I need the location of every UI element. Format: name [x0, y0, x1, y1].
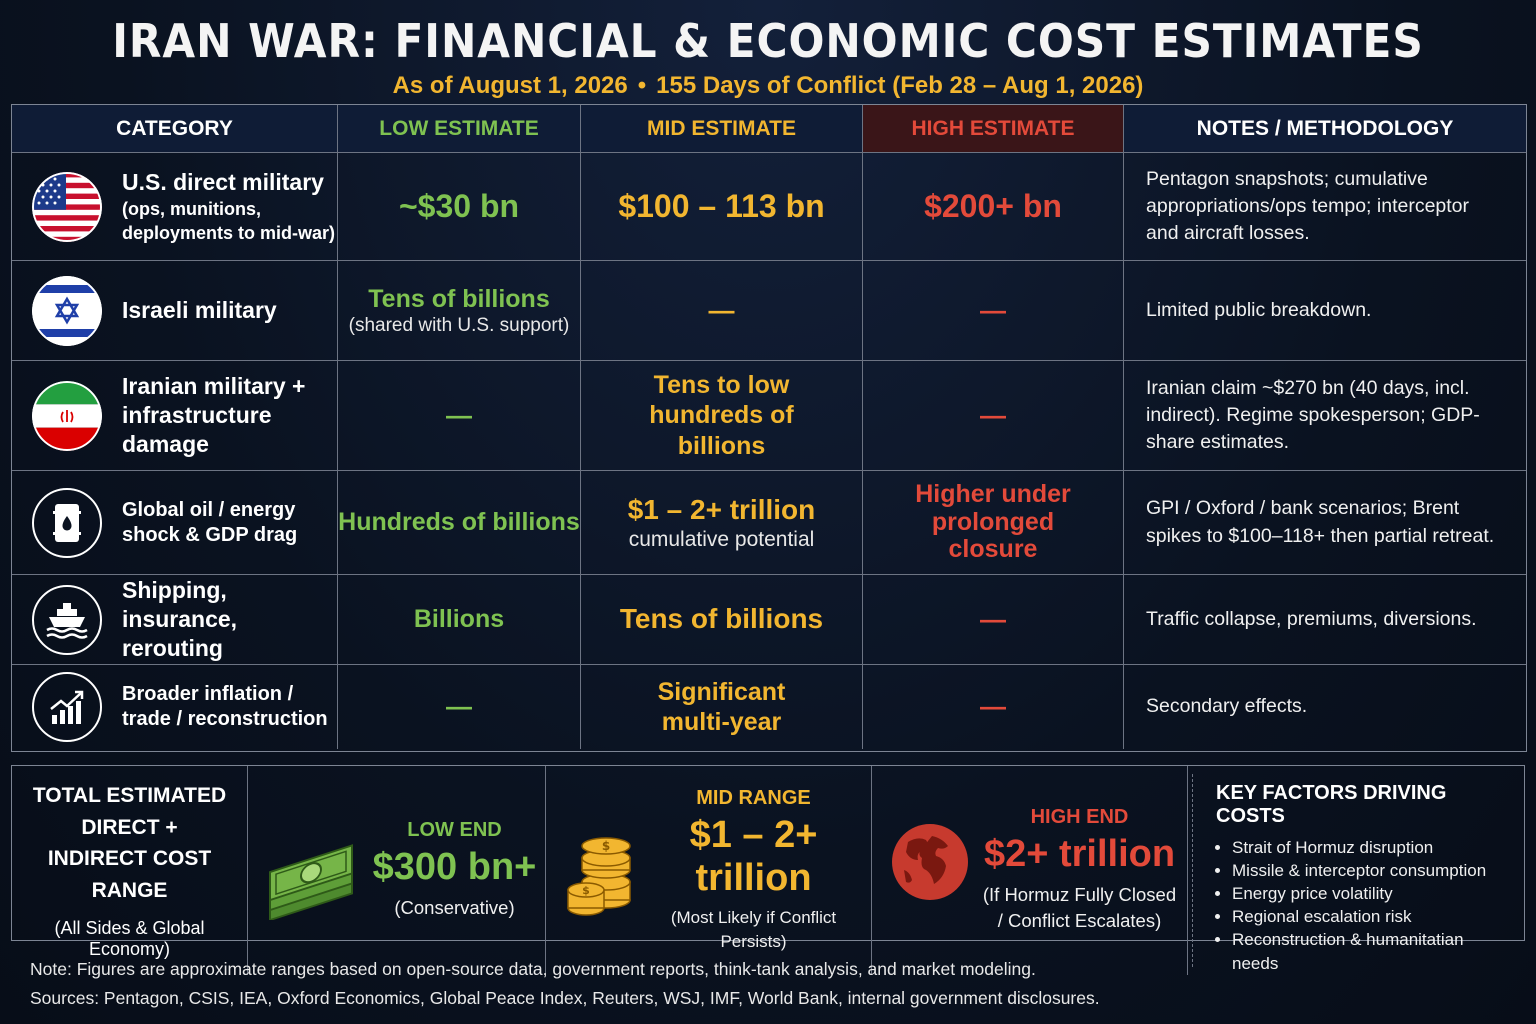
- notes-text: Secondary effects.: [1146, 695, 1308, 718]
- column-header-mid: MID ESTIMATE: [581, 105, 863, 153]
- list-item: Reconstruction & humanitatian needs: [1232, 928, 1514, 974]
- table-row-category: Global oil / energy shock & GDP drag: [12, 471, 338, 575]
- low-end-value: $300 bn+: [372, 846, 537, 889]
- column-header-high: HIGH ESTIMATE: [863, 105, 1124, 153]
- ship-icon: [32, 584, 102, 655]
- table-row-category: Iranian military + infrastructure damage: [12, 361, 338, 471]
- high-end-note: (If Hormuz Fully Closed / Conflict Escal…: [982, 884, 1177, 932]
- category-label: Iranian military + infrastructure damage: [122, 373, 306, 457]
- high-end-value: $2+ trillion: [983, 833, 1176, 876]
- low-estimate-value: —: [446, 399, 472, 430]
- low-estimate-value: Hundreds of billions: [338, 508, 580, 537]
- notes-text: Traffic collapse, premiums, diversions.: [1124, 575, 1526, 665]
- cash-stack-icon: [264, 820, 364, 922]
- page-title: IRAN WAR: FINANCIAL & ECONOMIC COST ESTI…: [112, 14, 1424, 68]
- category-label: Israeli military: [122, 297, 277, 324]
- mid-estimate-value: $100 – 113 bn: [618, 187, 825, 224]
- israel-flag-icon: [32, 275, 102, 346]
- iran-flag-icon: [32, 380, 102, 451]
- total-cost-subtitle: (All Sides & Global Economy): [54, 918, 205, 960]
- column-header-low: LOW ESTIMATE: [338, 105, 581, 153]
- list-item: Strait of Hormuz disruption: [1232, 836, 1514, 859]
- column-header-notes: NOTES / METHODOLOGY: [1124, 105, 1526, 153]
- footer-note: Note: Figures are approximate ranges bas…: [30, 959, 1036, 979]
- category-label: Shipping, insurance, rerouting: [122, 577, 238, 661]
- table-row-category: Shipping, insurance, rerouting: [12, 575, 338, 665]
- mid-estimate-value: $1 – 2+ trillion: [627, 493, 816, 525]
- notes-text: Pentagon snapshots; cumulative appropria…: [1124, 153, 1526, 261]
- low-estimate-value: Billions: [413, 605, 505, 634]
- us-flag-icon: [32, 171, 102, 242]
- summary-panel: TOTAL ESTIMATED DIRECT + INDIRECT COST R…: [11, 765, 1525, 975]
- rising-chart-icon: [32, 672, 102, 742]
- total-cost-title: TOTAL ESTIMATED DIRECT + INDIRECT COST R…: [32, 784, 227, 902]
- low-end-label: LOW END: [407, 819, 502, 842]
- subtitle-date: As of August 1, 2026: [392, 72, 628, 99]
- mid-estimate-value: —: [708, 294, 735, 325]
- low-estimate-value: ~$30 bn: [398, 187, 520, 224]
- high-estimate-value: —: [980, 603, 1006, 634]
- category-label: U.S. direct military: [122, 168, 324, 195]
- category-sublabel: (ops, munitions, deployments to mid-war): [122, 198, 336, 243]
- coin-stack-icon: $ $: [566, 820, 636, 920]
- mid-estimate-subtext: cumulative potential: [628, 527, 815, 551]
- column-header-category: CATEGORY: [12, 105, 338, 153]
- high-estimate-value: —: [980, 691, 1006, 722]
- table-row-category: Broader inflation / trade / reconstructi…: [12, 665, 338, 749]
- mid-range-note: (Most Likely if Conflict Persists): [670, 908, 837, 951]
- mid-estimate-value: Tens to low hundreds of billions: [649, 370, 794, 460]
- list-item: Regional escalation risk: [1232, 905, 1514, 928]
- mid-range-value: $1 – 2+ trillion: [689, 814, 818, 900]
- mid-estimate-value: Significant multi-year: [657, 677, 786, 737]
- key-factors-title: KEY FACTORS DRIVING COSTS: [1216, 782, 1447, 827]
- notes-text: Limited public breakdown.: [1124, 261, 1526, 361]
- footer-sources: Sources: Pentagon, CSIS, IEA, Oxford Eco…: [30, 988, 1100, 1009]
- high-estimate-value: $200+ bn: [924, 187, 1062, 224]
- high-estimate-value: Higher under prolonged closure: [915, 480, 1071, 564]
- key-factors-list: Strait of Hormuz disruption Missile & in…: [1216, 836, 1514, 975]
- mid-estimate-value: Tens of billions: [619, 603, 824, 635]
- subtitle-separator: •: [637, 72, 647, 99]
- oil-barrel-icon: [32, 487, 102, 558]
- low-estimate-value: —: [446, 691, 472, 722]
- high-estimate-value: —: [980, 399, 1006, 430]
- high-end-label: HIGH END: [1030, 806, 1129, 829]
- category-label: Global oil / energy shock & GDP drag: [122, 498, 298, 546]
- svg-text:$: $: [582, 884, 590, 897]
- subtitle-days: 155 Days of Conflict (Feb 28 – Aug 1, 20…: [656, 72, 1144, 99]
- svg-text:$: $: [602, 839, 610, 853]
- low-estimate-value: Tens of billions: [368, 284, 550, 313]
- table-row-category: Israeli military: [12, 261, 338, 361]
- cost-table: CATEGORY LOW ESTIMATE MID ESTIMATE HIGH …: [11, 104, 1527, 752]
- key-factors: KEY FACTORS DRIVING COSTS Strait of Horm…: [1188, 766, 1524, 975]
- mid-range-label: MID RANGE: [696, 787, 811, 810]
- page-subtitle: As of August 1, 2026 • 155 Days of Conflic…: [0, 72, 1536, 100]
- table-row-category: U.S. direct military (ops, munitions, de…: [12, 153, 338, 261]
- list-item: Missile & interceptor consumption: [1232, 859, 1514, 882]
- page-header: IRAN WAR: FINANCIAL & ECONOMIC COST ESTI…: [0, 0, 1536, 100]
- category-label: Broader inflation / trade / reconstructi…: [122, 683, 328, 730]
- globe-icon: [888, 820, 972, 920]
- notes-text: Iranian claim ~$270 bn (40 days, incl. i…: [1124, 361, 1526, 471]
- low-end-note: (Conservative): [394, 897, 515, 919]
- notes-text: GPI / Oxford / bank scenarios; Brent spi…: [1124, 471, 1526, 575]
- footer: Note: Figures are approximate ranges bas…: [30, 955, 1100, 1014]
- list-item: Energy price volatility: [1232, 882, 1514, 905]
- high-estimate-value: —: [980, 294, 1006, 325]
- low-estimate-subtext: (shared with U.S. support): [348, 315, 570, 337]
